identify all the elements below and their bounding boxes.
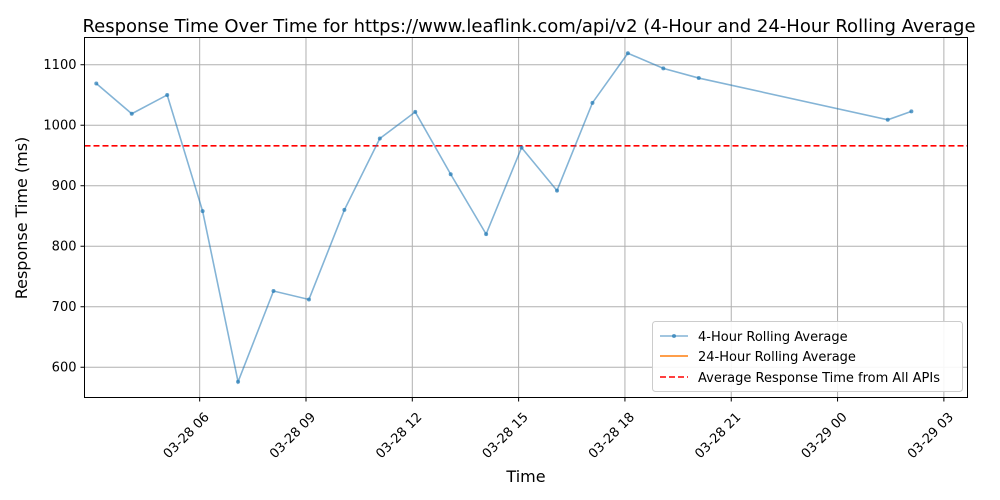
series-line-0 [95,52,912,385]
y-tick-label: 600 [52,361,77,376]
legend-label-average: Average Response Time from All APIs [698,371,940,386]
legend-label-4h: 4-Hour Rolling Average [698,330,848,345]
data-point [625,51,630,56]
data-point [555,188,560,193]
data-point [377,136,382,141]
data-point [306,297,311,302]
data-point [129,111,134,116]
legend-box [652,321,963,392]
data-point [590,100,595,105]
y-tick-label: 1100 [43,58,76,73]
data-point [885,117,890,122]
y-axis-ticks: 600 700 800 900 1000 1100 [43,58,85,376]
legend-marker-4h [672,334,676,338]
grid [84,37,968,398]
series-layer [94,51,914,385]
data-point [484,232,489,237]
data-point [165,92,170,97]
data-point [236,379,241,384]
y-tick-label: 900 [52,179,77,194]
y-axis-label: Response Time (ms) [12,137,31,300]
x-axis-label: Time [505,467,545,486]
y-tick-label: 800 [52,240,77,255]
data-point [94,81,99,86]
data-point [661,66,666,71]
data-point [413,109,418,114]
data-point [342,207,347,212]
legend-label-24h: 24-Hour Rolling Average [698,350,856,365]
y-tick-label: 700 [52,300,77,315]
data-point [200,209,205,214]
data-point [909,109,914,114]
chart-title: Response Time Over Time for https://www.… [82,16,975,37]
legend: 4-Hour Rolling Average 24-Hour Rolling A… [652,321,963,392]
data-point [519,145,524,150]
data-point [448,172,453,177]
data-point [271,289,276,294]
plot-frame [84,37,968,398]
y-tick-label: 1000 [43,119,76,134]
data-point [696,76,701,81]
